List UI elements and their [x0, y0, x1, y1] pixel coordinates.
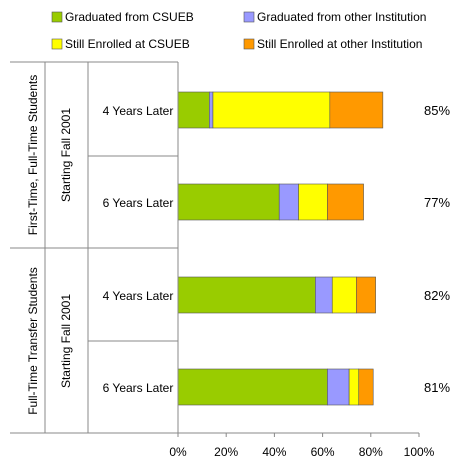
bar-segment	[358, 368, 374, 406]
bar-segment	[278, 183, 299, 221]
x-tick-label: 100%	[404, 445, 435, 459]
total-label: 81%	[424, 380, 450, 395]
bar-segment	[177, 276, 316, 314]
plot-area	[177, 91, 384, 406]
bar-segment	[212, 91, 331, 129]
x-tick-label: 20%	[214, 445, 238, 459]
category-labels: 4 Years Later 6 Years Later 4 Years Later 6…	[10, 61, 178, 434]
category-label: 4 Years Later	[103, 289, 174, 303]
bar-segment	[177, 368, 328, 406]
total-label: 77%	[424, 195, 450, 210]
bar-segment	[177, 183, 280, 221]
legend-swatch	[51, 38, 63, 50]
legend-swatch	[243, 11, 255, 23]
legend-swatch	[243, 38, 255, 50]
bar-segment	[177, 91, 210, 129]
x-tick-label: 40%	[262, 445, 286, 459]
group-sublabel: Starting Fall 2001	[59, 294, 73, 388]
category-label: 6 Years Later	[103, 196, 174, 210]
bar-segment	[348, 368, 360, 406]
total-label: 85%	[424, 103, 450, 118]
bar-segment	[209, 91, 214, 129]
legend-label: Graduated from other Institution	[257, 10, 426, 24]
category-label: 4 Years Later	[103, 104, 174, 118]
x-axis: 0% 20% 40% 60% 80% 100%	[169, 62, 435, 459]
total-labels: 85% 77% 82% 81%	[424, 103, 450, 395]
bar-segment	[298, 183, 328, 221]
group-sublabel: Starting Fall 2001	[59, 108, 73, 202]
x-tick-label: 60%	[311, 445, 335, 459]
bar-segment	[327, 368, 350, 406]
group-label: Full-Time Transfer Students	[26, 267, 40, 415]
bar-segment	[356, 276, 376, 314]
legend-label: Still Enrolled at other Institution	[257, 37, 422, 51]
bar-segment	[329, 91, 384, 129]
total-label: 82%	[424, 288, 450, 303]
bar-segment	[327, 183, 364, 221]
bar-segment	[315, 276, 333, 314]
group-label: First-Time, Full-Time Students	[26, 75, 40, 235]
bar-segment	[331, 276, 357, 314]
x-tick-label: 80%	[359, 445, 383, 459]
x-tick-label: 0%	[169, 445, 187, 459]
legend-label: Still Enrolled at CSUEB	[65, 37, 190, 51]
legend-swatch	[51, 11, 63, 23]
legend: Graduated from CSUEB Graduated from other…	[51, 10, 426, 51]
legend-label: Graduated from CSUEB	[65, 10, 194, 24]
category-label: 6 Years Later	[103, 381, 174, 395]
